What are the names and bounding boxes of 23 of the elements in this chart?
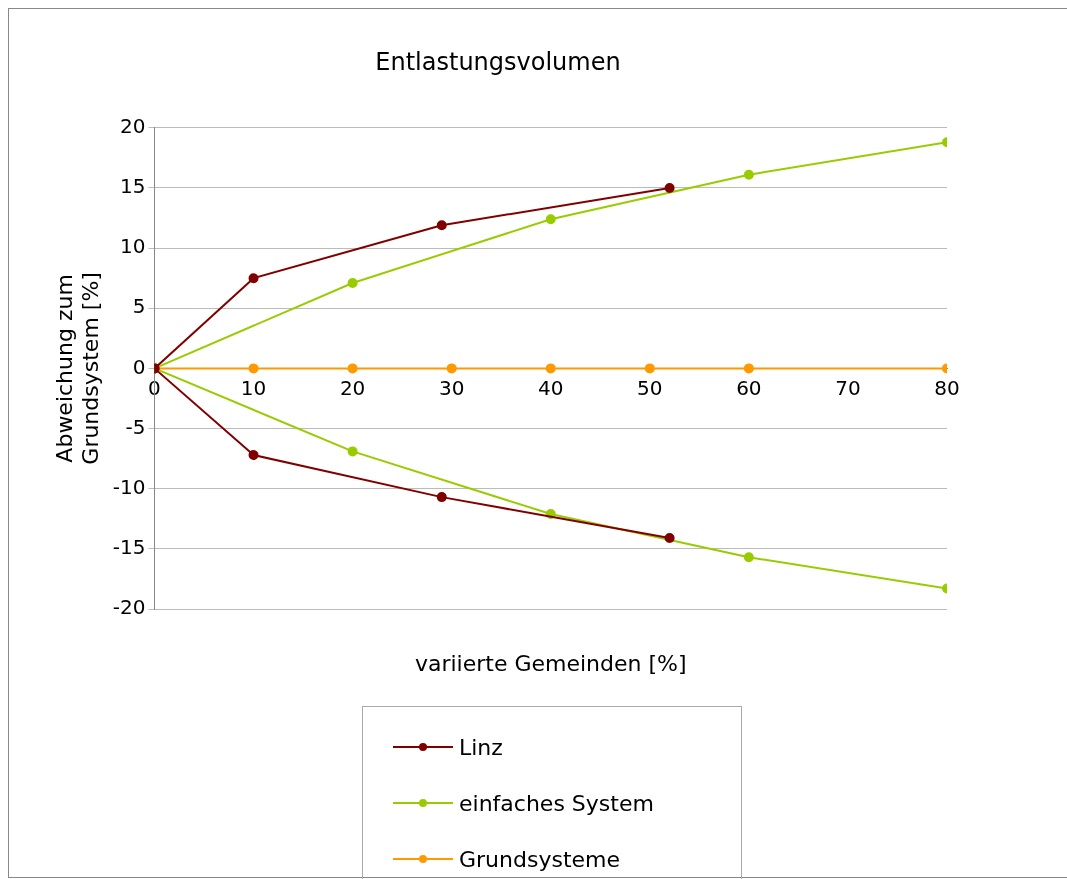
y-tick-label: 0 [132, 354, 146, 379]
y-tick-label: -15 [112, 535, 146, 560]
x-tick-label: 50 [637, 375, 663, 400]
legend-label: einfaches System [459, 790, 654, 816]
y-tick-label: 20 [120, 114, 146, 138]
x-tick-label: 40 [538, 375, 564, 400]
legend-label: Grundsysteme [459, 846, 621, 872]
x-tick-label: 80 [934, 375, 960, 400]
y-axis-title: Abweichung zum Grundsystem [%] [51, 272, 104, 465]
y-tick-label: 15 [120, 174, 146, 199]
x-tick-label: 20 [339, 375, 366, 400]
chart-title: Entlastungsvolumen [375, 47, 621, 76]
x-axis-title: variierte Gemeinden [%] [414, 651, 687, 676]
x-tick-label: 10 [240, 375, 267, 400]
x-tick-label: 70 [835, 375, 861, 400]
y-tick-label: -5 [125, 414, 146, 439]
y-tick-label: -10 [112, 474, 146, 499]
legend-label: Linz [459, 734, 503, 760]
x-tick-label: 60 [736, 375, 762, 400]
y-tick-label: 5 [132, 294, 146, 319]
x-tick-label: 30 [438, 375, 465, 400]
y-tick-label: -20 [112, 595, 146, 620]
y-tick-label: 10 [120, 234, 146, 259]
